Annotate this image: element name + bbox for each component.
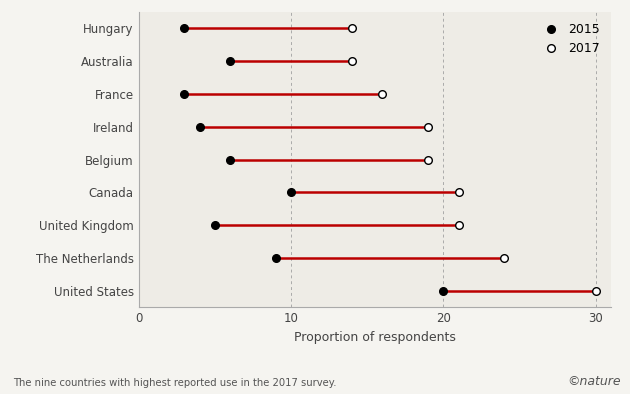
Text: ©nature: ©nature xyxy=(567,375,621,388)
X-axis label: Proportion of respondents: Proportion of respondents xyxy=(294,331,455,344)
Text: The nine countries with highest reported use in the 2017 survey.: The nine countries with highest reported… xyxy=(13,378,336,388)
Legend: 2015, 2017: 2015, 2017 xyxy=(533,18,605,60)
